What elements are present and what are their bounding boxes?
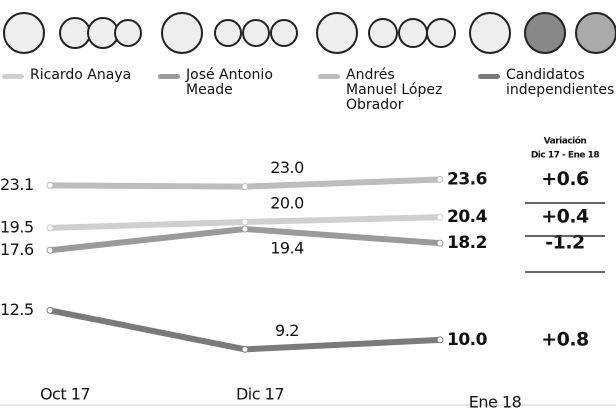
portraits: [4, 13, 616, 53]
point: [47, 182, 53, 188]
legend-item: Andrés Manuel López Obrador: [318, 68, 458, 113]
legend-label: Candidatos independientes: [506, 68, 606, 98]
point: [47, 225, 53, 231]
x-tick-label: Oct 17: [40, 385, 90, 404]
value-label: 19.5: [0, 217, 34, 236]
legend-swatch: [2, 74, 24, 79]
value-label: 20.4: [447, 207, 488, 227]
value-label: 10.0: [447, 330, 488, 350]
value-label: 20.0: [270, 193, 304, 212]
value-label: 12.5: [0, 300, 34, 319]
variation-label: +0.4: [541, 206, 589, 228]
legend-label: Ricardo Anaya: [30, 68, 140, 83]
value-label: 17.6: [0, 240, 34, 259]
variation-label: +0.6: [541, 168, 589, 190]
variation-label: +0.8: [541, 328, 589, 350]
value-label: 9.2: [275, 321, 299, 340]
legend-swatch: [318, 74, 340, 79]
point: [437, 214, 443, 220]
value-label: 23.6: [447, 169, 487, 189]
legend-swatch: [478, 74, 500, 79]
point: [437, 240, 443, 246]
point: [242, 226, 248, 232]
point: [437, 176, 443, 182]
legend-swatch: [158, 74, 180, 79]
point: [47, 247, 53, 253]
value-label: 18.2: [447, 233, 487, 253]
chart: Variación Dic 17 - Ene 18 Oct 17 Dic 17 En…: [0, 0, 616, 413]
variation-title: Variación: [544, 136, 587, 147]
legend-label: José Antonio Meade: [186, 68, 286, 98]
variation-label: -1.2: [545, 232, 585, 254]
point: [242, 346, 248, 352]
value-label: 23.1: [0, 175, 34, 194]
value-label: 19.4: [270, 239, 304, 258]
variation-period: Dic 17 - Ene 18: [531, 151, 600, 161]
x-tick-label: Dic 17: [236, 385, 284, 404]
point: [242, 184, 248, 190]
point: [47, 307, 53, 313]
point: [437, 337, 443, 343]
legend-item: José Antonio Meade: [158, 68, 298, 98]
point: [242, 219, 248, 225]
page: Variación Dic 17 - Ene 18 Oct 17 Dic 17 En…: [0, 0, 616, 413]
legend-item: Ricardo Anaya: [2, 68, 142, 83]
x-tick-label: Ene 18: [469, 393, 522, 412]
legend-item: Candidatos independientes: [478, 68, 616, 98]
legend-label: Andrés Manuel López Obrador: [346, 68, 446, 113]
value-label: 23.0: [270, 158, 304, 177]
series-line: [50, 310, 440, 349]
